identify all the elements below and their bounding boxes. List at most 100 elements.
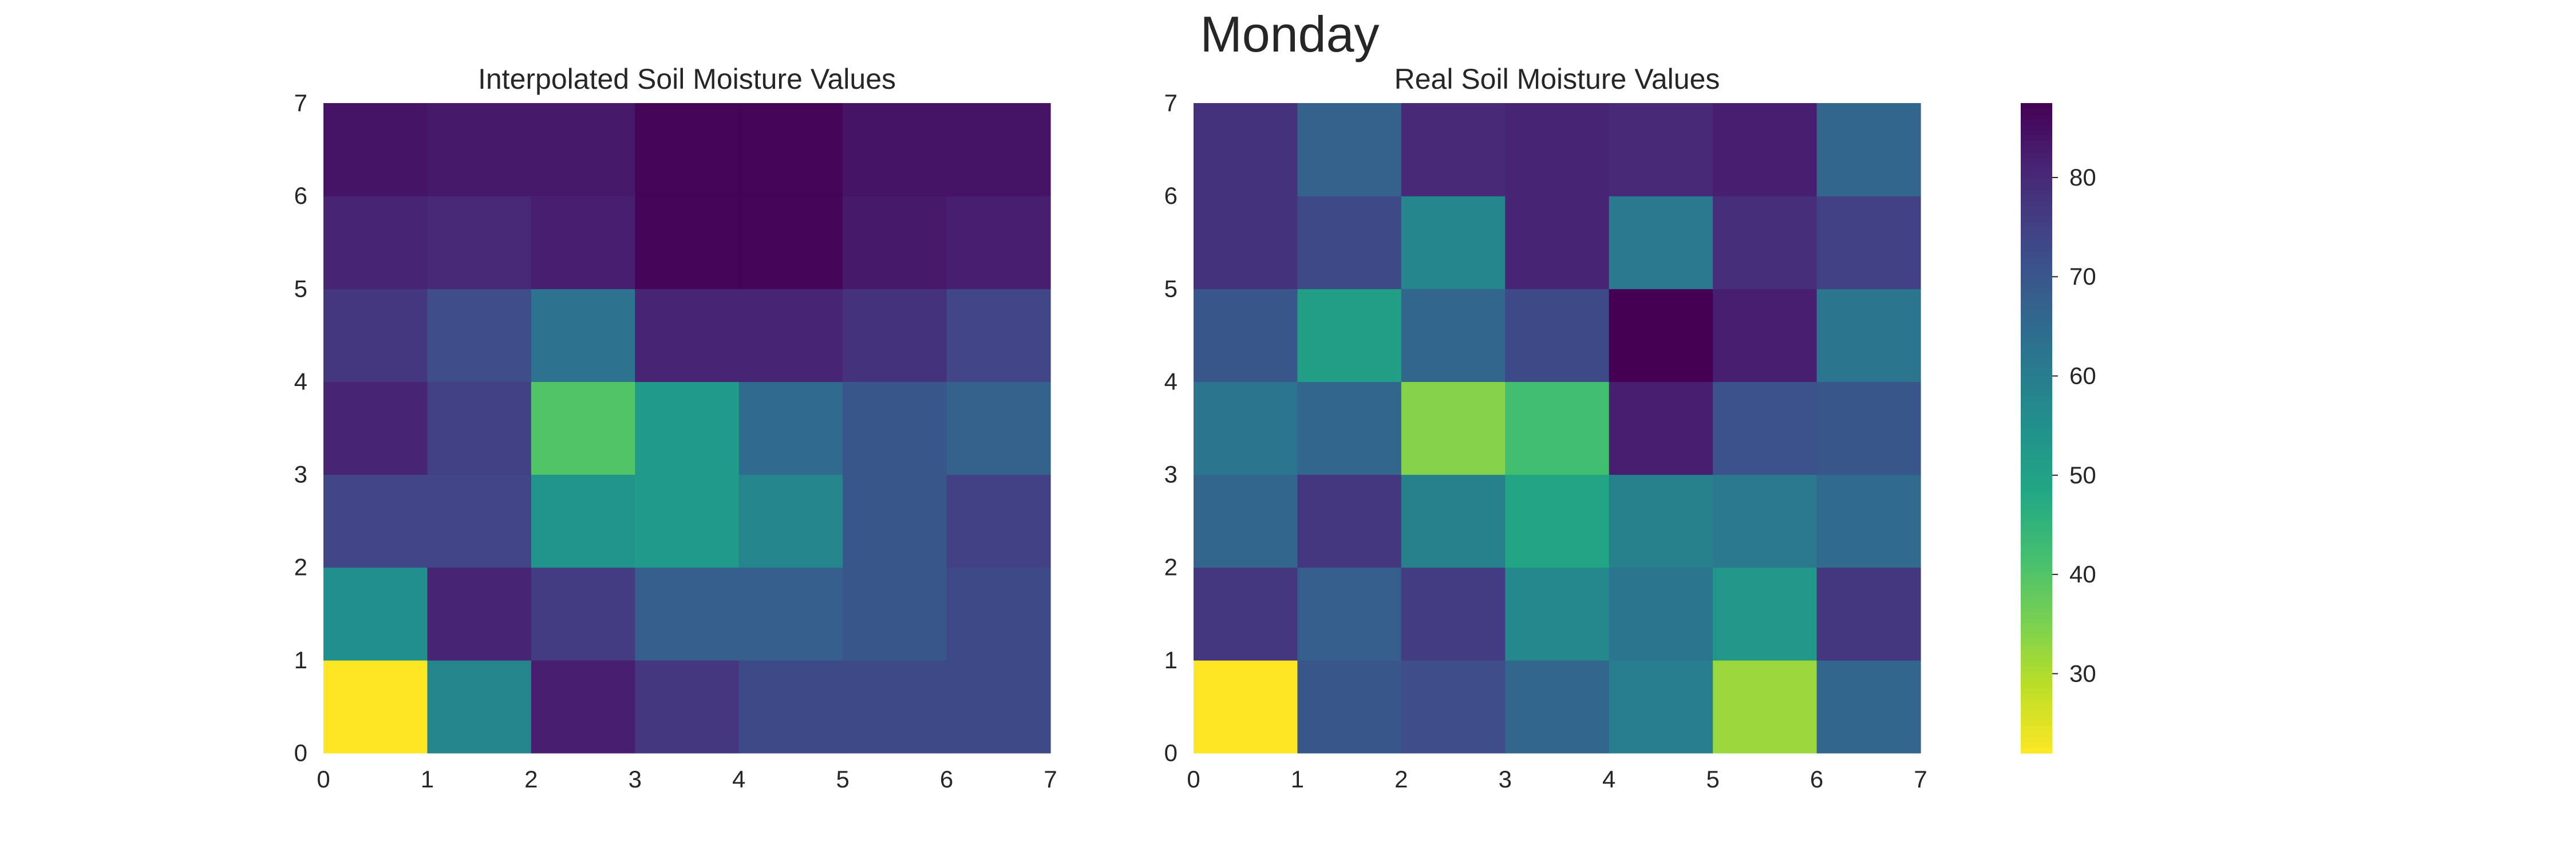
heatmap-cell bbox=[1816, 196, 1921, 289]
y-tick-label: 3 bbox=[1164, 461, 1178, 488]
y-tick-label: 1 bbox=[294, 647, 307, 673]
colorbar-segment bbox=[2021, 542, 2052, 548]
colorbar-tick-label: 30 bbox=[2069, 660, 2096, 687]
colorbar-segment bbox=[2021, 336, 2052, 342]
colorbar-segment bbox=[2021, 683, 2052, 689]
colorbar-segment bbox=[2021, 271, 2052, 277]
heatmap-cell bbox=[1505, 289, 1610, 383]
heatmap-cell bbox=[635, 567, 740, 661]
y-tick-label: 5 bbox=[1164, 275, 1178, 302]
heatmap-cell bbox=[1609, 660, 1713, 754]
x-tick-label: 0 bbox=[317, 766, 330, 793]
x-tick-label: 5 bbox=[836, 766, 849, 793]
heatmap-cell bbox=[1713, 196, 1818, 289]
colorbar-segment bbox=[2021, 395, 2052, 402]
colorbar-segment bbox=[2021, 655, 2052, 662]
x-tick-label: 1 bbox=[421, 766, 434, 793]
colorbar-tick-label: 60 bbox=[2069, 362, 2096, 389]
heatmap-cell bbox=[323, 381, 428, 475]
heatmap-cell bbox=[531, 289, 635, 383]
heatmap-cell bbox=[1297, 381, 1402, 475]
colorbar-segment bbox=[2021, 466, 2052, 472]
heatmap-cell bbox=[531, 474, 635, 568]
heatmap-cell bbox=[1194, 289, 1298, 383]
x-tick-label: 5 bbox=[1706, 766, 1719, 793]
heatmap-cell bbox=[1297, 567, 1402, 661]
heatmap-cell bbox=[1609, 196, 1713, 289]
colorbar-segment bbox=[2021, 314, 2052, 321]
colorbar: 30 40 50 60 70 80 bbox=[2021, 103, 2096, 754]
heatmap-cell bbox=[531, 381, 635, 475]
heatmap-cell bbox=[1401, 660, 1506, 754]
colorbar-segment bbox=[2021, 450, 2052, 456]
colorbar-segment bbox=[2021, 580, 2052, 586]
colorbar-segment bbox=[2021, 282, 2052, 288]
colorbar-segment bbox=[2021, 243, 2052, 250]
heatmap-cell bbox=[843, 474, 947, 568]
heatmap-cell bbox=[1194, 381, 1298, 475]
colorbar-segment bbox=[2021, 558, 2052, 564]
heatmap-cell bbox=[738, 196, 843, 289]
colorbar-segment bbox=[2021, 710, 2052, 716]
colorbar-segment bbox=[2021, 439, 2052, 445]
colorbar-segment bbox=[2021, 628, 2052, 635]
heatmap-cell bbox=[1401, 567, 1506, 661]
colorbar-segment bbox=[2021, 163, 2052, 169]
heatmap-cell bbox=[1816, 289, 1921, 383]
interpolated-heatmap: Interpolated Soil Moisture Values 0 1 2 3 4 5 6… bbox=[294, 63, 1057, 793]
x-tick-label: 2 bbox=[524, 766, 538, 793]
heatmap-cell bbox=[1713, 660, 1818, 754]
y-tick-label: 7 bbox=[294, 89, 307, 116]
heatmap-cell bbox=[635, 381, 740, 475]
heatmap-cell bbox=[1505, 567, 1610, 661]
y-tick-label: 0 bbox=[294, 739, 307, 766]
heatmap-cell bbox=[1816, 103, 1921, 196]
colorbar-segment bbox=[2021, 633, 2052, 640]
colorbar-segment bbox=[2021, 330, 2052, 337]
colorbar-segment bbox=[2021, 184, 2052, 191]
heatmap-cell bbox=[1816, 567, 1921, 661]
heatmap-cell bbox=[1401, 103, 1506, 196]
heatmap-cell bbox=[1816, 474, 1921, 568]
colorbar-segment bbox=[2021, 390, 2052, 396]
colorbar-segment bbox=[2021, 130, 2052, 136]
colorbar-segment bbox=[2021, 168, 2052, 174]
heatmap-cell bbox=[1401, 289, 1506, 383]
colorbar-segment bbox=[2021, 428, 2052, 434]
y-tick-label: 2 bbox=[294, 554, 307, 581]
y-tick-label: 5 bbox=[294, 275, 307, 302]
heatmap-cell bbox=[635, 196, 740, 289]
colorbar-segment bbox=[2021, 200, 2052, 207]
heatmap-cell bbox=[323, 660, 428, 754]
y-tick-label: 4 bbox=[294, 368, 307, 395]
colorbar-tick-label: 50 bbox=[2069, 462, 2096, 488]
colorbar-segment bbox=[2021, 585, 2052, 592]
heatmap-cell bbox=[1401, 474, 1506, 568]
panel-title: Real Soil Moisture Values bbox=[1394, 63, 1720, 95]
colorbar-segment bbox=[2021, 222, 2052, 228]
colorbar-segment bbox=[2021, 612, 2052, 618]
heatmap-cell bbox=[427, 289, 532, 383]
heatmap-cell bbox=[635, 103, 740, 196]
x-tick-label: 1 bbox=[1291, 766, 1304, 793]
colorbar-segment bbox=[2021, 423, 2052, 429]
colorbar-segment bbox=[2021, 509, 2052, 515]
colorbar-segment bbox=[2021, 249, 2052, 255]
colorbar-segment bbox=[2021, 179, 2052, 185]
heatmap-cell bbox=[1713, 381, 1818, 475]
colorbar-segment bbox=[2021, 596, 2052, 602]
colorbar-segment bbox=[2021, 606, 2052, 613]
colorbar-segment bbox=[2021, 103, 2052, 109]
colorbar-segment bbox=[2021, 525, 2052, 532]
colorbar-segment bbox=[2021, 238, 2052, 245]
heatmap-cell bbox=[1194, 196, 1298, 289]
heatmap-cell bbox=[946, 474, 1051, 568]
heatmap-cell bbox=[738, 289, 843, 383]
colorbar-segment bbox=[2021, 379, 2052, 385]
colorbar-segment bbox=[2021, 141, 2052, 147]
heatmap-cell bbox=[1401, 381, 1506, 475]
heatmap-cell bbox=[1713, 103, 1818, 196]
colorbar-segment bbox=[2021, 124, 2052, 131]
colorbar-segment bbox=[2021, 146, 2052, 152]
y-tick-label: 6 bbox=[294, 182, 307, 209]
